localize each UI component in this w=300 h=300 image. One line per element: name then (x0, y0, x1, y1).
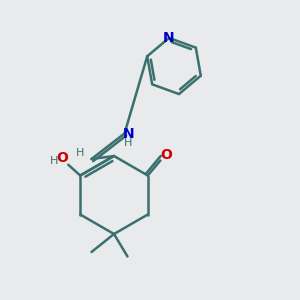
Text: N: N (163, 31, 175, 45)
Text: H: H (124, 137, 132, 148)
Text: O: O (56, 151, 68, 165)
Text: N: N (122, 127, 134, 140)
Text: H: H (50, 155, 58, 166)
Text: H: H (76, 148, 84, 158)
Text: O: O (160, 148, 172, 162)
